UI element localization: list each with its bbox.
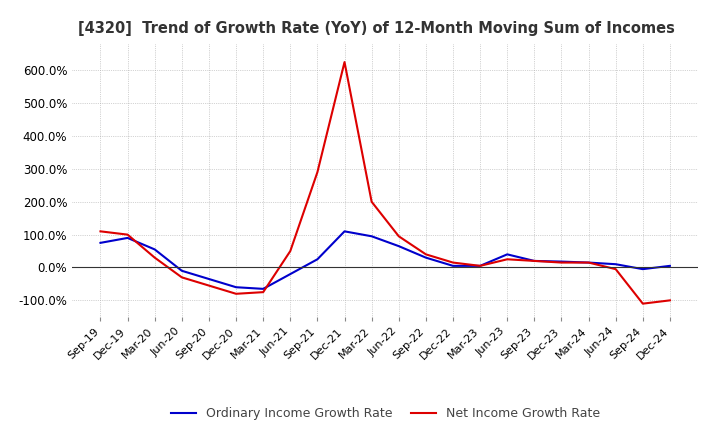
Ordinary Income Growth Rate: [341, 229, 349, 234]
Net Income Growth Rate: [584, 260, 593, 265]
Net Income Growth Rate: [639, 301, 647, 306]
Legend: Ordinary Income Growth Rate, Net Income Growth Rate: Ordinary Income Growth Rate, Net Income …: [166, 402, 605, 425]
Net Income Growth Rate: [341, 59, 349, 65]
Net Income Growth Rate: [204, 283, 213, 288]
Net Income Growth Rate: [503, 257, 511, 262]
Net Income Growth Rate: [421, 252, 430, 257]
Ordinary Income Growth Rate: [530, 258, 539, 264]
Net Income Growth Rate: [286, 249, 294, 254]
Net Income Growth Rate: [259, 290, 268, 295]
Ordinary Income Growth Rate: [639, 267, 647, 272]
Net Income Growth Rate: [313, 169, 322, 175]
Ordinary Income Growth Rate: [395, 243, 403, 249]
Text: [4320]  Trend of Growth Rate (YoY) of 12-Month Moving Sum of Incomes: [4320] Trend of Growth Rate (YoY) of 12-…: [78, 21, 675, 36]
Ordinary Income Growth Rate: [123, 235, 132, 241]
Net Income Growth Rate: [123, 232, 132, 237]
Ordinary Income Growth Rate: [259, 286, 268, 292]
Net Income Growth Rate: [232, 291, 240, 297]
Ordinary Income Growth Rate: [178, 268, 186, 273]
Ordinary Income Growth Rate: [557, 259, 566, 264]
Net Income Growth Rate: [178, 275, 186, 280]
Ordinary Income Growth Rate: [476, 263, 485, 268]
Ordinary Income Growth Rate: [96, 240, 105, 246]
Ordinary Income Growth Rate: [367, 234, 376, 239]
Net Income Growth Rate: [665, 298, 674, 303]
Net Income Growth Rate: [367, 199, 376, 205]
Ordinary Income Growth Rate: [232, 285, 240, 290]
Ordinary Income Growth Rate: [313, 257, 322, 262]
Net Income Growth Rate: [96, 229, 105, 234]
Ordinary Income Growth Rate: [665, 263, 674, 268]
Net Income Growth Rate: [449, 260, 457, 265]
Net Income Growth Rate: [557, 260, 566, 265]
Ordinary Income Growth Rate: [449, 263, 457, 268]
Ordinary Income Growth Rate: [286, 271, 294, 277]
Ordinary Income Growth Rate: [204, 276, 213, 282]
Ordinary Income Growth Rate: [584, 260, 593, 265]
Net Income Growth Rate: [530, 258, 539, 264]
Net Income Growth Rate: [476, 263, 485, 268]
Ordinary Income Growth Rate: [611, 261, 620, 267]
Ordinary Income Growth Rate: [421, 255, 430, 260]
Ordinary Income Growth Rate: [150, 247, 159, 252]
Net Income Growth Rate: [150, 255, 159, 260]
Net Income Growth Rate: [611, 267, 620, 272]
Ordinary Income Growth Rate: [503, 252, 511, 257]
Net Income Growth Rate: [395, 234, 403, 239]
Line: Net Income Growth Rate: Net Income Growth Rate: [101, 62, 670, 304]
Line: Ordinary Income Growth Rate: Ordinary Income Growth Rate: [101, 231, 670, 289]
